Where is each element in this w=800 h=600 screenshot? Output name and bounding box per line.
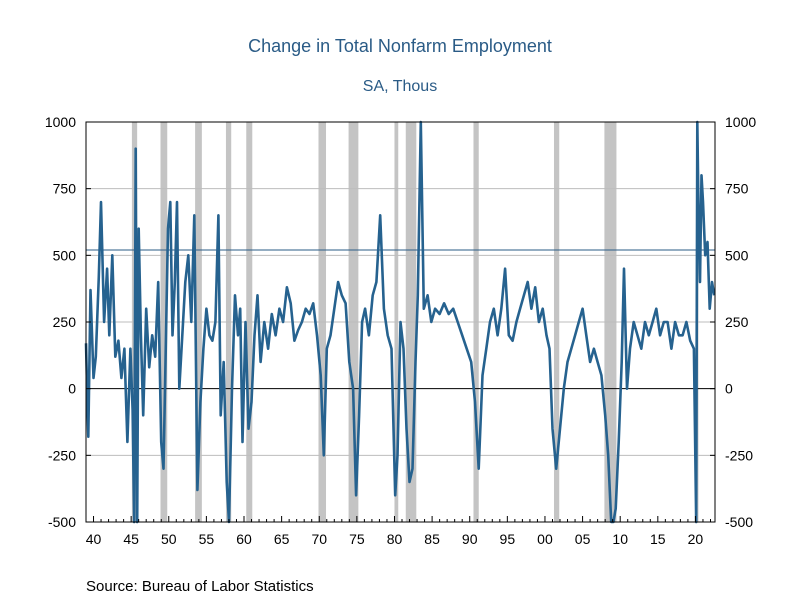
y-tick-label-right: -500 (725, 514, 753, 530)
y-tick-label-left: 0 (68, 381, 76, 397)
x-tick-label: 20 (688, 531, 704, 547)
y-tick-label-right: 1000 (725, 114, 756, 130)
source-note: Source: Bureau of Labor Statistics (86, 578, 314, 595)
x-tick-label: 55 (199, 531, 215, 547)
x-tick-label: 15 (650, 531, 666, 547)
series-line (84, 120, 716, 524)
y-tick-label-left: -500 (48, 514, 76, 530)
x-tick-label: 80 (387, 531, 403, 547)
x-tick-label: 05 (575, 531, 591, 547)
x-tick-label: 75 (349, 531, 365, 547)
x-tick-label: 90 (462, 531, 478, 547)
x-tick-label: 50 (161, 531, 177, 547)
y-tick-label-right: 750 (725, 181, 749, 197)
x-tick-label: 45 (123, 531, 139, 547)
x-tick-label: 40 (86, 531, 102, 547)
y-tick-label-left: 500 (53, 247, 77, 263)
x-tick-label: 95 (500, 531, 516, 547)
y-tick-label-right: -250 (725, 447, 753, 463)
x-tick-label: 60 (236, 531, 252, 547)
chart-title: Change in Total Nonfarm Employment (248, 36, 552, 56)
y-tick-label-left: 750 (53, 181, 77, 197)
y-tick-label-right: 500 (725, 247, 749, 263)
y-tick-label-left: 250 (53, 314, 77, 330)
y-tick-label-left: -250 (48, 447, 76, 463)
x-tick-label: 70 (311, 531, 327, 547)
x-tick-label: 10 (612, 531, 628, 547)
chart-subtitle: SA, Thous (362, 78, 438, 95)
x-tick-label: 00 (537, 531, 553, 547)
series-layer (84, 120, 716, 524)
y-tick-label-right: 250 (725, 314, 749, 330)
x-tick-label: 65 (274, 531, 290, 547)
y-tick-label-left: 1000 (45, 114, 76, 130)
x-tick-label: 85 (424, 531, 440, 547)
y-tick-label-right: 0 (725, 381, 733, 397)
